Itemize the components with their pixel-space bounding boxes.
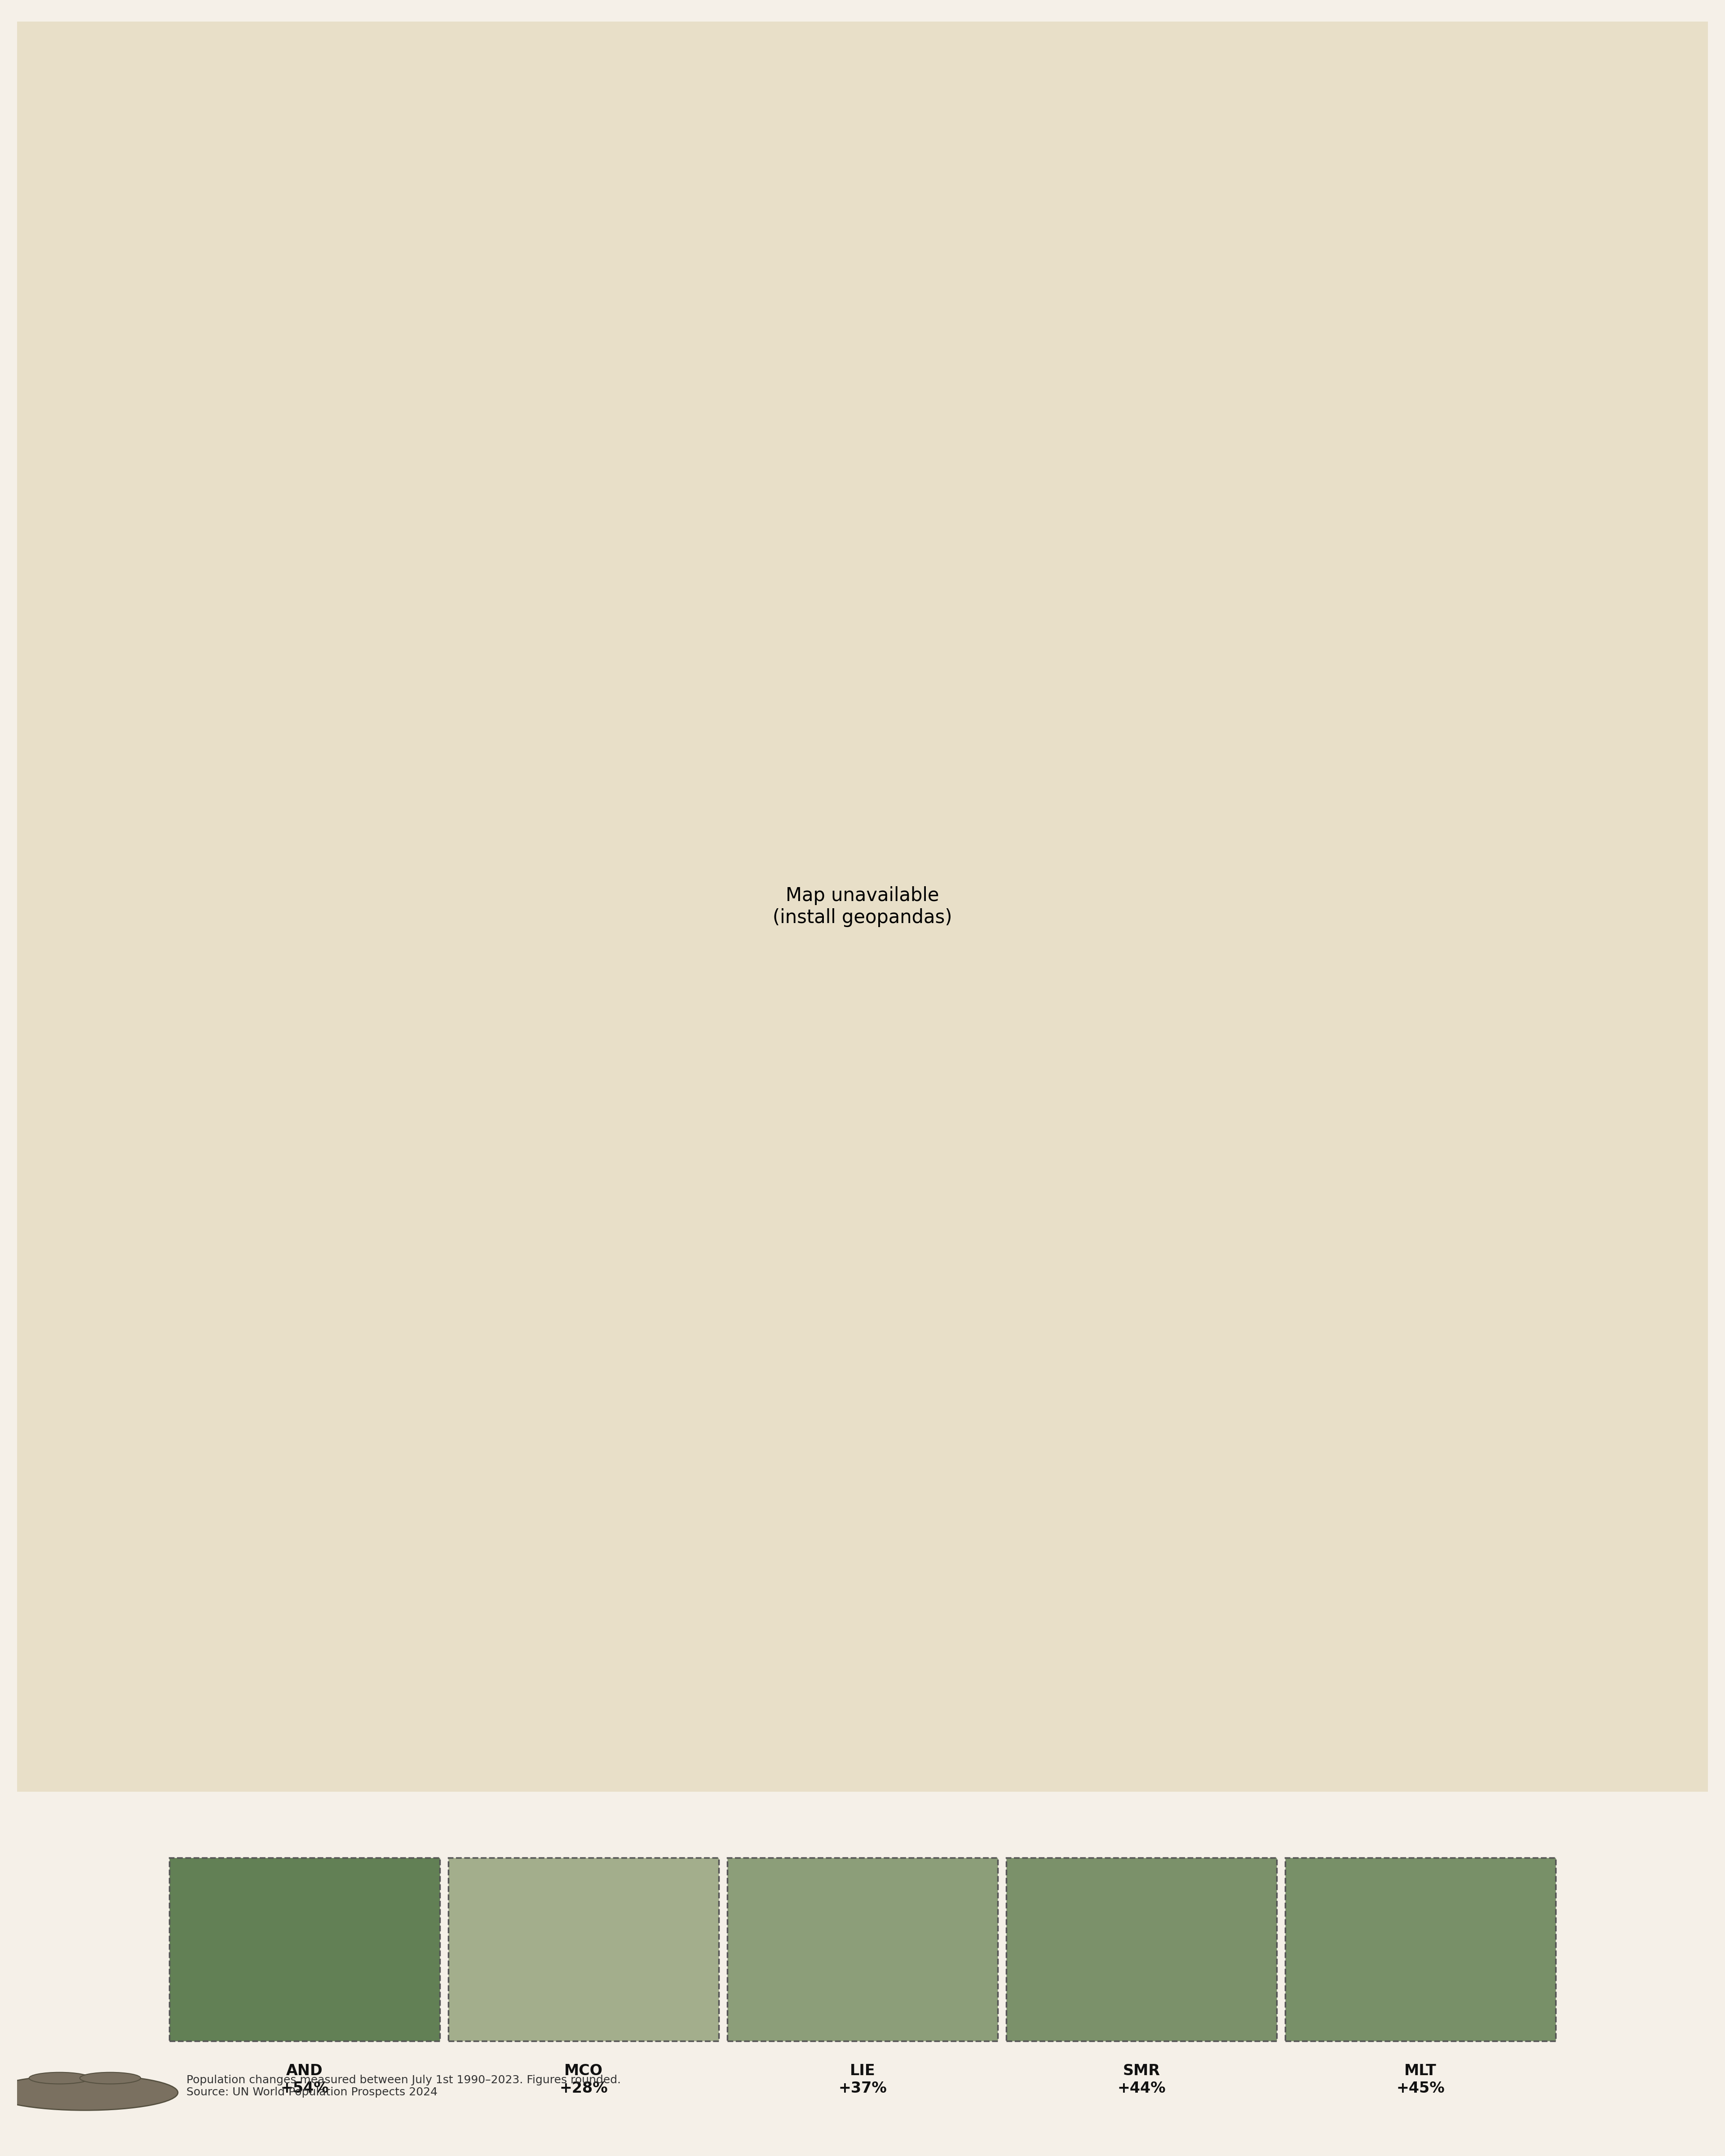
Circle shape xyxy=(79,2072,141,2085)
FancyBboxPatch shape xyxy=(1285,1858,1556,2042)
Circle shape xyxy=(0,2074,178,2111)
Text: Population changes measured between July 1st 1990–2023. Figures rounded.
Source:: Population changes measured between July… xyxy=(186,2074,621,2098)
FancyBboxPatch shape xyxy=(169,1858,440,2042)
Circle shape xyxy=(29,2072,90,2085)
Text: MLT
+45%: MLT +45% xyxy=(1396,2063,1444,2096)
FancyBboxPatch shape xyxy=(728,1858,997,2042)
Text: SMR
+44%: SMR +44% xyxy=(1118,2063,1166,2096)
Text: MCO
+28%: MCO +28% xyxy=(559,2063,607,2096)
Text: LIE
+37%: LIE +37% xyxy=(838,2063,887,2096)
Text: Map unavailable
(install geopandas): Map unavailable (install geopandas) xyxy=(773,886,952,927)
Text: AND
+54%: AND +54% xyxy=(281,2063,329,2096)
FancyBboxPatch shape xyxy=(1006,1858,1276,2042)
FancyBboxPatch shape xyxy=(449,1858,719,2042)
